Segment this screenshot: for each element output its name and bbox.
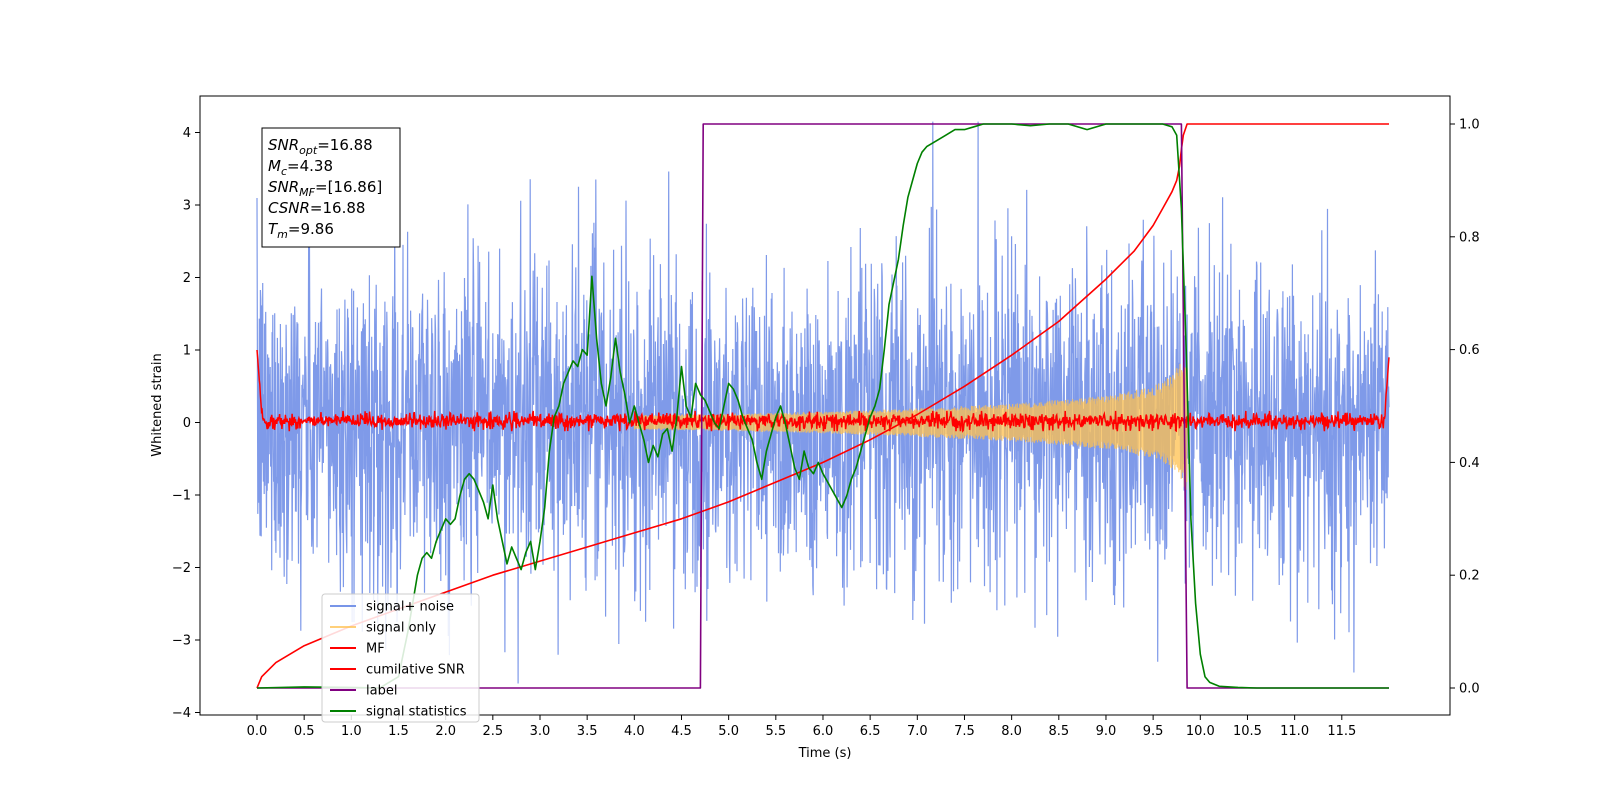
legend-label: signal only bbox=[366, 621, 436, 636]
annotation-line: CSNR=16.88 bbox=[268, 199, 365, 217]
x-tick-label: 1.5 bbox=[388, 724, 409, 739]
annotation-line: SNRopt=16.88 bbox=[268, 136, 373, 157]
legend-frame bbox=[321, 593, 480, 723]
y-tick-label: 1 bbox=[183, 344, 191, 359]
signal-statistics-line bbox=[256, 123, 1389, 689]
y2-tick-label: 0.8 bbox=[1459, 230, 1480, 245]
legend-label: signal statistics bbox=[366, 705, 467, 720]
x-tick-label: 11.5 bbox=[1327, 724, 1356, 739]
annotation-line: SNRMF=[16.86] bbox=[268, 178, 382, 199]
x-tick-label: 8.5 bbox=[1048, 724, 1069, 739]
label-line bbox=[257, 123, 1389, 689]
x-tick-label: 4.0 bbox=[624, 724, 645, 739]
x-axis-label: Time (s) bbox=[798, 746, 852, 761]
x-tick-label: 3.0 bbox=[530, 724, 551, 739]
y-axis-label: Whitened strain bbox=[150, 353, 165, 456]
annotation-line: Mc=4.38 bbox=[268, 157, 333, 178]
annotation-box: SNRopt=16.88Mc=4.38SNRMF=[16.86]CSNR=16.… bbox=[261, 127, 401, 248]
x-tick-label: 0.5 bbox=[294, 724, 315, 739]
annotation-frame bbox=[261, 127, 401, 248]
signal-noise-line bbox=[256, 121, 1390, 684]
legend: signal+ noise signal only MF cumilative SNR… bbox=[321, 593, 480, 723]
x-tick-label: 2.0 bbox=[435, 724, 456, 739]
x-axis: 0.0 0.5 1.0 1.5 2.0 2.5 3.0 3.5 4.0 4.5 5.0 5.5 6.0 6… bbox=[247, 715, 1356, 739]
y-tick-label: 3 bbox=[183, 199, 191, 214]
annotation-lines: SNRopt=16.88Mc=4.38SNRMF=[16.86]CSNR=16.… bbox=[268, 136, 382, 241]
y2-tick-label: 0.2 bbox=[1459, 569, 1480, 584]
y2-tick-label: 0.0 bbox=[1459, 682, 1480, 697]
y-tick-label: −1 bbox=[172, 489, 191, 504]
x-tick-label: 9.0 bbox=[1096, 724, 1117, 739]
y-tick-label: −2 bbox=[172, 561, 191, 576]
y-tick-label: 2 bbox=[183, 271, 191, 286]
y2-tick-label: 1.0 bbox=[1459, 118, 1480, 133]
y-tick-label: −4 bbox=[172, 706, 191, 721]
y-axis-left: 4 3 2 1 0 −1 −2 −3 −4 bbox=[172, 126, 200, 721]
x-tick-label: 4.5 bbox=[671, 724, 692, 739]
y-tick-label: 4 bbox=[183, 126, 191, 141]
y2-tick-label: 0.4 bbox=[1459, 456, 1480, 471]
plot-frame bbox=[199, 95, 1451, 716]
legend-label: cumilative SNR bbox=[366, 663, 465, 678]
x-tick-label: 7.0 bbox=[907, 724, 928, 739]
y-axis-right: 1.0 0.8 0.6 0.4 0.2 0.0 bbox=[1450, 118, 1480, 697]
x-tick-label: 11.0 bbox=[1280, 724, 1309, 739]
series-label bbox=[257, 123, 1389, 689]
x-tick-label: 1.0 bbox=[341, 724, 362, 739]
series-mf bbox=[256, 349, 1390, 433]
legend-label: signal+ noise bbox=[366, 600, 454, 615]
x-tick-label: 9.5 bbox=[1143, 724, 1164, 739]
legend-label: label bbox=[366, 684, 397, 699]
x-tick-label: 5.0 bbox=[718, 724, 739, 739]
x-tick-label: 7.5 bbox=[954, 724, 975, 739]
x-tick-label: 10.5 bbox=[1233, 724, 1262, 739]
mf-line bbox=[256, 349, 1390, 433]
x-tick-label: 3.5 bbox=[577, 724, 598, 739]
y-tick-label: −3 bbox=[172, 634, 191, 649]
y-tick-label: 0 bbox=[183, 416, 191, 431]
x-tick-label: 6.5 bbox=[860, 724, 881, 739]
x-tick-label: 5.5 bbox=[765, 724, 786, 739]
legend-entries: signal+ noise signal only MF cumilative SNR… bbox=[330, 600, 467, 720]
legend-label: MF bbox=[366, 642, 385, 657]
x-tick-label: 0.0 bbox=[247, 724, 268, 739]
x-tick-label: 6.0 bbox=[813, 724, 834, 739]
y2-tick-label: 0.6 bbox=[1459, 343, 1480, 358]
x-tick-label: 10.0 bbox=[1186, 724, 1215, 739]
series-signal-statistics bbox=[256, 123, 1389, 689]
annotation-line: Tm=9.86 bbox=[268, 220, 334, 241]
x-tick-label: 8.0 bbox=[1001, 724, 1022, 739]
series-signal-noise bbox=[256, 121, 1390, 684]
x-tick-label: 2.5 bbox=[482, 724, 503, 739]
